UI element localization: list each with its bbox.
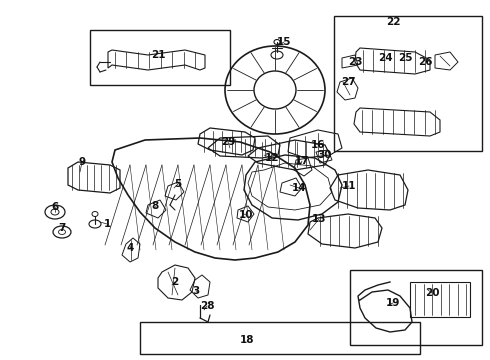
Text: 10: 10	[239, 210, 253, 220]
Text: 23: 23	[348, 57, 362, 67]
Bar	[90, 30, 230, 85]
Text: 27: 27	[341, 77, 355, 87]
Text: 20: 20	[425, 288, 439, 298]
Text: 6: 6	[51, 202, 59, 212]
Text: 13: 13	[312, 214, 326, 224]
Text: 5: 5	[174, 179, 182, 189]
Text: 7: 7	[58, 223, 66, 233]
Text: 26: 26	[418, 57, 432, 67]
Text: 1: 1	[103, 219, 111, 229]
Text: 14: 14	[292, 183, 306, 193]
Text: 28: 28	[200, 301, 214, 311]
Text: 19: 19	[386, 298, 400, 308]
Text: 18: 18	[240, 335, 254, 345]
Text: 30: 30	[318, 150, 332, 160]
Text: 9: 9	[78, 157, 86, 167]
Text: 29: 29	[221, 137, 235, 147]
Text: 8: 8	[151, 201, 159, 211]
Bar	[350, 270, 482, 345]
Text: 17: 17	[294, 156, 309, 166]
Bar	[140, 322, 420, 354]
Text: 3: 3	[193, 286, 199, 296]
Text: 24: 24	[378, 53, 392, 63]
Text: 25: 25	[398, 53, 412, 63]
Text: 12: 12	[265, 153, 279, 163]
Text: 11: 11	[342, 181, 356, 191]
Bar	[334, 16, 482, 151]
Text: 2: 2	[172, 277, 179, 287]
Text: 16: 16	[311, 140, 325, 150]
Bar	[410, 282, 470, 317]
Text: 4: 4	[126, 243, 134, 253]
Text: 21: 21	[151, 50, 165, 60]
Text: 15: 15	[277, 37, 291, 47]
Text: 22: 22	[386, 17, 400, 27]
